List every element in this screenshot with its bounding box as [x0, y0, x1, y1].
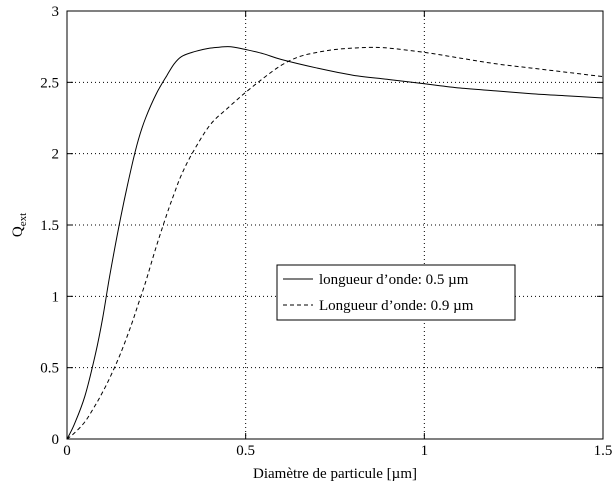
svg-text:Qext: Qext: [10, 213, 29, 237]
x-tick-label: 0: [63, 443, 71, 459]
legend-entry-wavelength-0.9: Longueur d’onde: 0.9 µm: [319, 298, 474, 314]
x-axis-title: Diamètre de particule [µm]: [253, 466, 417, 482]
y-tick-label: 3: [52, 4, 60, 20]
y-axis-title: Qext: [10, 213, 29, 237]
x-tick-label: 1: [421, 443, 429, 459]
series-line-wavelength-0.9: [66, 46, 604, 440]
grid-lines: [67, 11, 603, 439]
legend: longueur d’onde: 0.5 µm Longueur d’onde:…: [276, 264, 516, 321]
legend-entry-wavelength-0.5: longueur d’onde: 0.5 µm: [319, 272, 469, 288]
y-axis-title-subscript: ext: [17, 213, 29, 226]
y-tick-label: 2: [52, 147, 60, 163]
series-lines: [66, 46, 604, 440]
y-tick-label: 1.5: [40, 218, 59, 234]
x-tick-label: 1.5: [594, 443, 613, 459]
legend-box: [276, 264, 516, 321]
y-axis-title-main: Q: [10, 226, 26, 237]
axis-ticks: 0 0.5 1 1.5 0 0.5 1 1.5 2 2.5 3: [40, 4, 612, 459]
y-tick-label: 0: [52, 432, 60, 448]
x-tick-label: 0.5: [236, 443, 255, 459]
y-tick-label: 0.5: [40, 361, 59, 377]
y-tick-label: 1: [52, 289, 60, 305]
series-line-wavelength-0.5: [66, 46, 604, 440]
y-tick-label: 2.5: [40, 75, 59, 91]
